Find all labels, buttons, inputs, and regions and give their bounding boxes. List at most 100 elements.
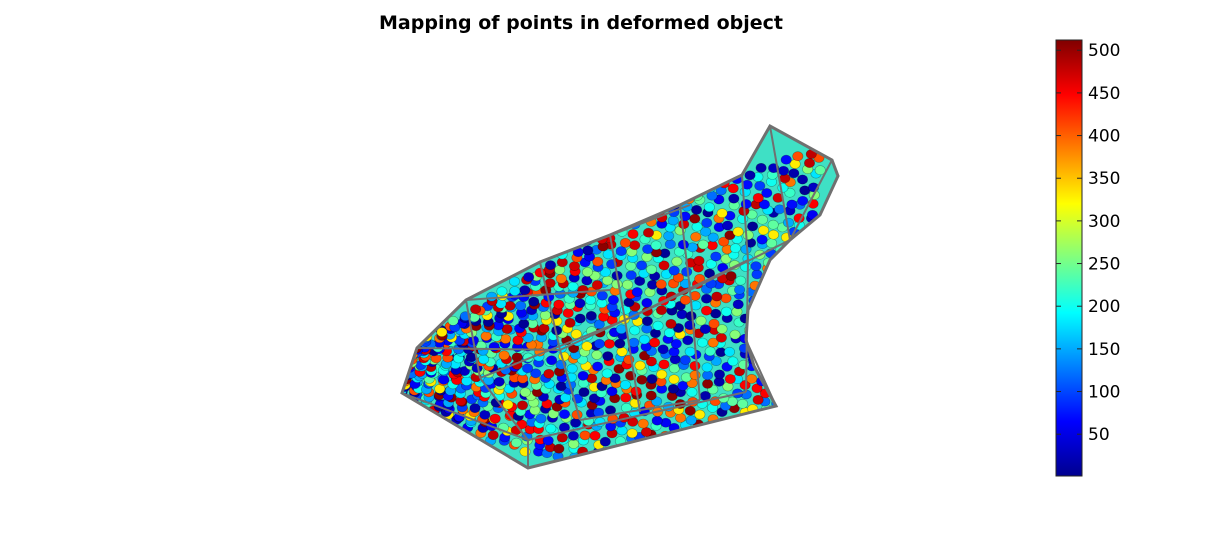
data-point — [675, 412, 687, 423]
data-point — [567, 430, 579, 441]
data-point — [729, 243, 741, 254]
data-point — [742, 230, 754, 240]
colorbar-tick-label: 150 — [1088, 340, 1120, 360]
data-point — [755, 162, 767, 173]
data-point — [689, 213, 701, 224]
data-point — [767, 298, 779, 308]
data-point — [577, 370, 589, 381]
data-point — [727, 183, 739, 194]
data-point — [568, 439, 580, 449]
data-point — [766, 352, 778, 363]
mesh-edge — [741, 174, 749, 261]
data-point — [707, 337, 719, 348]
data-point — [555, 273, 567, 284]
colorbar-ticks: 50 100 150 200 250 300 350 400 450 500 — [1056, 41, 1120, 445]
data-point — [696, 337, 708, 348]
data-point — [641, 316, 653, 326]
data-point — [667, 383, 679, 394]
data-point — [658, 359, 670, 370]
data-point — [790, 286, 802, 297]
data-point — [784, 187, 796, 198]
data-point — [684, 346, 696, 357]
mesh-edge — [527, 391, 747, 441]
data-point — [774, 372, 786, 382]
data-point — [695, 315, 707, 326]
data-point — [803, 158, 815, 168]
data-point — [697, 239, 709, 250]
data-point — [646, 374, 658, 384]
data-point — [579, 430, 591, 441]
data-point — [694, 409, 706, 420]
data-point — [645, 390, 657, 401]
mesh-edge — [559, 349, 581, 421]
data-point — [677, 380, 689, 391]
data-point — [693, 255, 705, 266]
data-point — [772, 315, 784, 325]
data-point — [538, 323, 550, 334]
data-point — [516, 400, 528, 411]
data-point — [752, 394, 764, 405]
data-point — [574, 313, 586, 324]
data-point — [663, 230, 675, 241]
data-point — [581, 267, 593, 277]
mesh-edge — [624, 259, 749, 321]
data-point — [686, 387, 698, 397]
data-point — [750, 342, 762, 352]
colorbar-tick-label: 500 — [1088, 41, 1120, 61]
data-point — [785, 312, 797, 323]
data-point — [710, 308, 722, 319]
data-point — [509, 286, 521, 296]
data-point — [793, 269, 805, 279]
data-point — [793, 280, 805, 291]
data-point — [637, 418, 649, 429]
data-point — [646, 438, 658, 449]
mesh-edge — [539, 204, 691, 263]
data-point — [645, 356, 657, 367]
data-point — [611, 279, 623, 290]
data-point — [763, 331, 775, 342]
data-point — [752, 192, 764, 203]
data-point — [735, 275, 747, 286]
data-point — [592, 361, 604, 372]
data-point — [781, 329, 793, 339]
data-point — [574, 298, 586, 309]
data-point — [690, 231, 702, 242]
data-point — [767, 289, 779, 300]
data-point — [622, 279, 634, 290]
data-point — [758, 355, 770, 366]
data-point — [797, 252, 809, 263]
data-point — [599, 436, 611, 447]
data-point — [703, 202, 715, 213]
data-point — [603, 338, 615, 349]
data-point — [751, 383, 763, 394]
data-point — [723, 346, 735, 357]
data-point — [496, 286, 508, 297]
data-point — [663, 327, 675, 338]
data-point — [616, 346, 628, 357]
data-point — [564, 317, 576, 328]
data-point — [508, 276, 520, 287]
data-point — [747, 221, 759, 232]
data-point — [708, 318, 720, 329]
data-point — [665, 318, 677, 329]
data-point — [679, 355, 691, 365]
data-point — [727, 356, 739, 367]
data-point — [756, 214, 768, 225]
data-point — [757, 300, 769, 311]
data-point — [788, 293, 800, 304]
data-point — [701, 217, 713, 228]
data-point — [704, 346, 716, 357]
data-point — [614, 338, 626, 349]
data-point — [556, 432, 568, 443]
data-point — [634, 360, 646, 371]
data-point — [788, 246, 800, 257]
data-point — [578, 387, 590, 397]
data-point — [626, 428, 638, 439]
data-point — [761, 283, 773, 294]
data-point — [676, 309, 688, 320]
data-point — [625, 270, 637, 281]
mesh-edge — [609, 234, 626, 321]
data-point — [740, 199, 752, 209]
data-point — [737, 398, 749, 409]
